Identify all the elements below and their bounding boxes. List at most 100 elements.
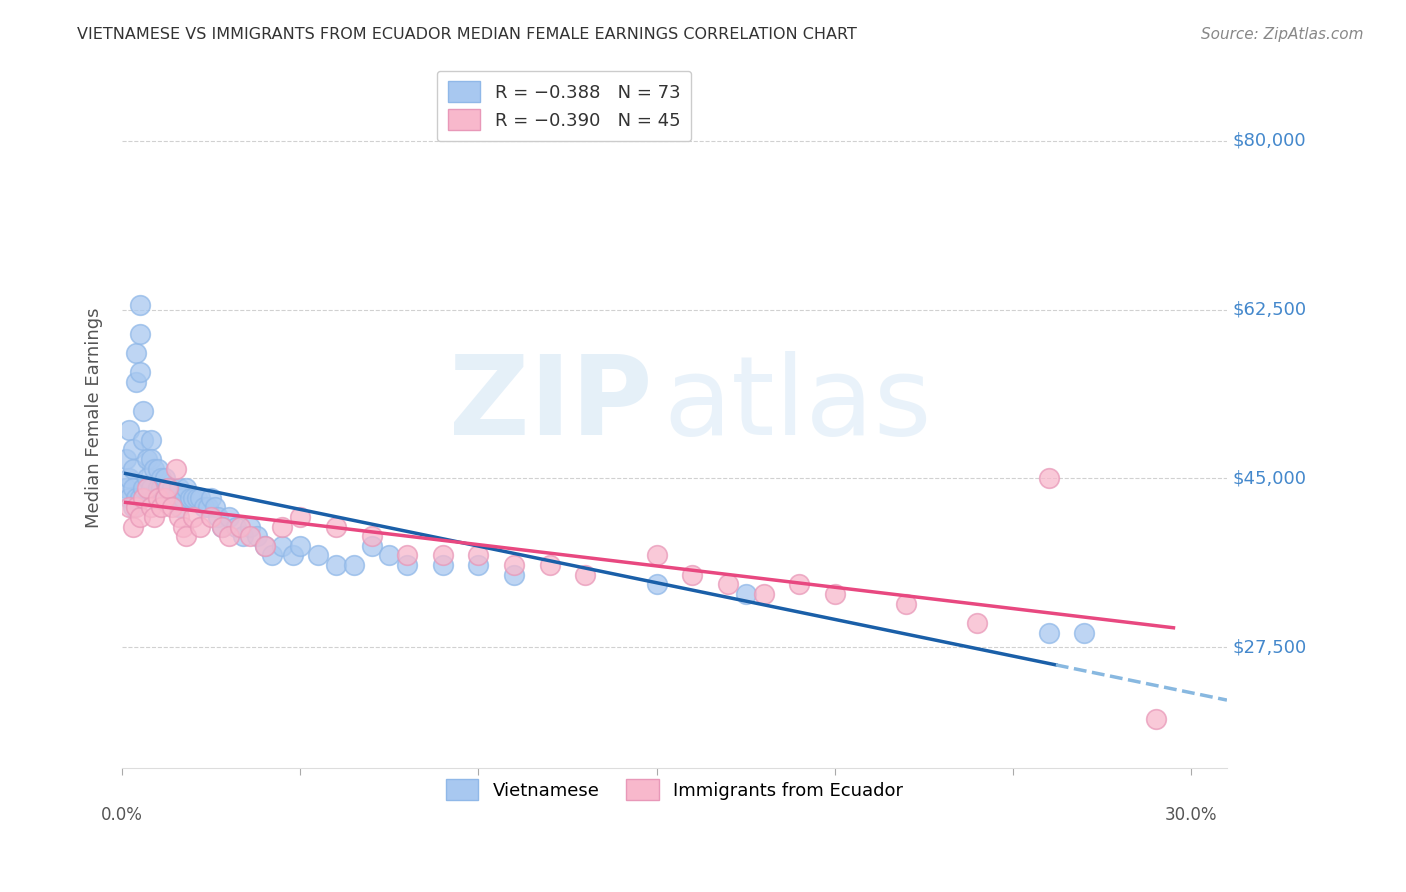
Point [246, 529, 269, 543]
Point [645, 549, 668, 563]
Point [160, 481, 183, 495]
Point [139, 452, 162, 467]
Text: $45,000: $45,000 [1233, 469, 1306, 487]
Point [183, 491, 205, 505]
Point [136, 452, 159, 467]
Point [143, 461, 166, 475]
Legend: Vietnamese, Immigrants from Ecuador: Vietnamese, Immigrants from Ecuador [439, 772, 911, 807]
Point [118, 500, 141, 515]
Text: VIETNAMESE VS IMMIGRANTS FROM ECUADOR MEDIAN FEMALE EARNINGS CORRELATION CHART: VIETNAMESE VS IMMIGRANTS FROM ECUADOR ME… [77, 27, 858, 42]
Point [150, 500, 173, 515]
Point [146, 481, 169, 495]
Point [752, 587, 775, 601]
Point [190, 491, 212, 505]
Point [717, 577, 740, 591]
Point [467, 549, 489, 563]
Text: atlas: atlas [664, 351, 932, 458]
Point [218, 509, 240, 524]
Point [239, 529, 262, 543]
Point [503, 558, 526, 573]
Point [218, 529, 240, 543]
Point [1038, 625, 1060, 640]
Point [121, 519, 143, 533]
Point [136, 481, 159, 495]
Text: $80,000: $80,000 [1233, 132, 1306, 150]
Point [1073, 625, 1095, 640]
Point [734, 587, 756, 601]
Text: Source: ZipAtlas.com: Source: ZipAtlas.com [1201, 27, 1364, 42]
Point [503, 567, 526, 582]
Point [183, 509, 205, 524]
Point [396, 558, 419, 573]
Point [128, 298, 150, 312]
Point [378, 549, 401, 563]
Point [132, 433, 155, 447]
Point [200, 509, 222, 524]
Point [150, 481, 173, 495]
Point [787, 577, 810, 591]
Point [150, 471, 173, 485]
Point [132, 404, 155, 418]
Point [174, 481, 197, 495]
Point [360, 539, 382, 553]
Point [143, 491, 166, 505]
Point [1038, 471, 1060, 485]
Point [118, 423, 141, 437]
Text: 0.0%: 0.0% [101, 806, 143, 824]
Point [824, 587, 846, 601]
Point [157, 491, 180, 505]
Point [432, 549, 454, 563]
Point [167, 481, 190, 495]
Point [157, 481, 180, 495]
Point [360, 529, 382, 543]
Point [114, 481, 136, 495]
Point [197, 500, 219, 515]
Point [271, 539, 294, 553]
Point [118, 471, 141, 485]
Point [207, 509, 229, 524]
Point [121, 500, 143, 515]
Point [325, 519, 347, 533]
Point [128, 509, 150, 524]
Point [260, 549, 283, 563]
Point [645, 577, 668, 591]
Point [281, 549, 304, 563]
Point [125, 500, 148, 515]
Point [232, 529, 254, 543]
Point [121, 461, 143, 475]
Text: 30.0%: 30.0% [1166, 806, 1218, 824]
Text: $27,500: $27,500 [1233, 638, 1306, 656]
Point [966, 615, 988, 630]
Text: $62,500: $62,500 [1233, 301, 1306, 318]
Point [190, 519, 212, 533]
Point [139, 433, 162, 447]
Point [290, 509, 312, 524]
Point [146, 491, 169, 505]
Point [128, 491, 150, 505]
Point [172, 519, 194, 533]
Point [574, 567, 596, 582]
Point [153, 491, 176, 505]
Point [172, 491, 194, 505]
Point [139, 500, 162, 515]
Point [143, 509, 166, 524]
Point [136, 471, 159, 485]
Point [1144, 712, 1167, 726]
Point [160, 500, 183, 515]
Text: ZIP: ZIP [449, 351, 652, 458]
Y-axis label: Median Female Earnings: Median Female Earnings [86, 308, 103, 528]
Point [271, 519, 294, 533]
Point [125, 491, 148, 505]
Point [165, 491, 187, 505]
Point [432, 558, 454, 573]
Point [193, 500, 215, 515]
Point [228, 519, 250, 533]
Point [290, 539, 312, 553]
Point [153, 491, 176, 505]
Point [253, 539, 276, 553]
Point [538, 558, 561, 573]
Point [681, 567, 703, 582]
Point [118, 491, 141, 505]
Point [179, 491, 201, 505]
Point [165, 461, 187, 475]
